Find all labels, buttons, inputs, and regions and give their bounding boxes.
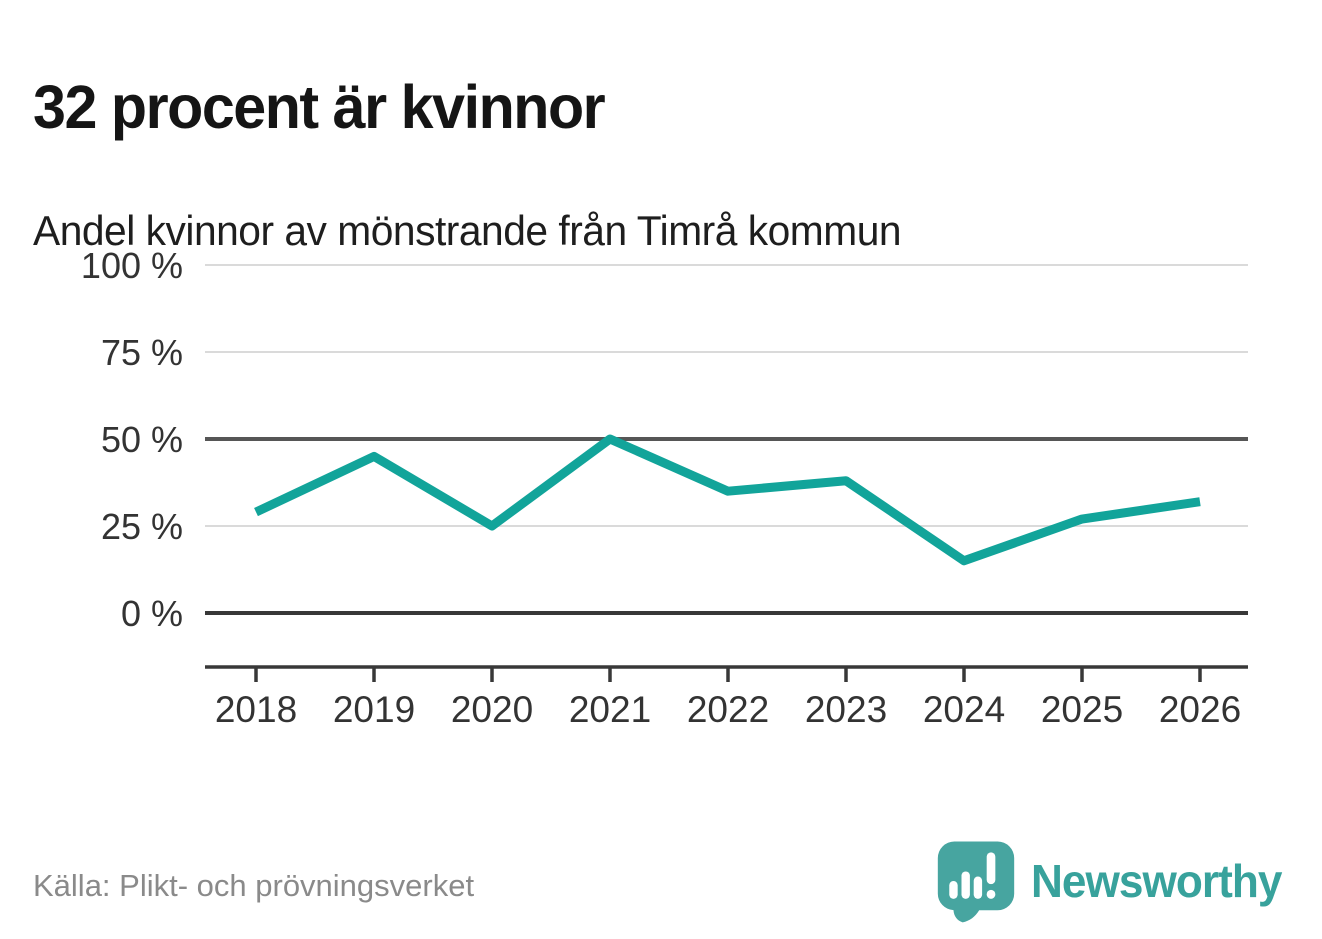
headline: 32 procent är kvinnor [33,72,606,141]
bar-2 [961,871,970,899]
y-tick-label: 50 % [101,419,183,460]
y-tick-label: 25 % [101,506,183,547]
chart-subtitle: Andel kvinnor av mönstrande från Timrå k… [33,206,902,254]
newsworthy-bubble-chart-icon [937,841,1015,923]
x-tick-label: 2026 [1159,689,1241,730]
bar-3 [973,876,983,899]
series-line [254,434,1201,566]
y-tick-label: 100 % [81,245,183,286]
x-tick-label: 2023 [805,689,887,730]
newsworthy-logo: Newsworthy [935,839,1292,923]
x-tick-label: 2025 [1041,689,1123,730]
y-tick-label: 0 % [121,593,183,634]
line-chart: 100 % 75 % 50 % 25 % 0 % 2018 2019 2020 2021 2022… [0,240,1322,760]
exclamation-stem [986,852,996,885]
y-tick-label: 75 % [101,332,183,373]
x-tick-label: 2024 [923,689,1005,730]
newsworthy-wordmark: Newsworthy [1031,855,1282,907]
x-tick-label: 2019 [333,689,415,730]
x-tick-label: 2021 [569,689,651,730]
x-tick-label: 2022 [687,689,769,730]
bar-1 [949,881,958,899]
chart-svg: 100 % 75 % 50 % 25 % 0 % 2018 2019 2020 2021 2022… [81,245,1248,730]
source-note: Källa: Plikt- och prövningsverket [33,868,475,903]
x-tick-label: 2018 [215,689,297,730]
x-tick-label: 2020 [451,689,533,730]
exclamation-dot [986,889,996,899]
